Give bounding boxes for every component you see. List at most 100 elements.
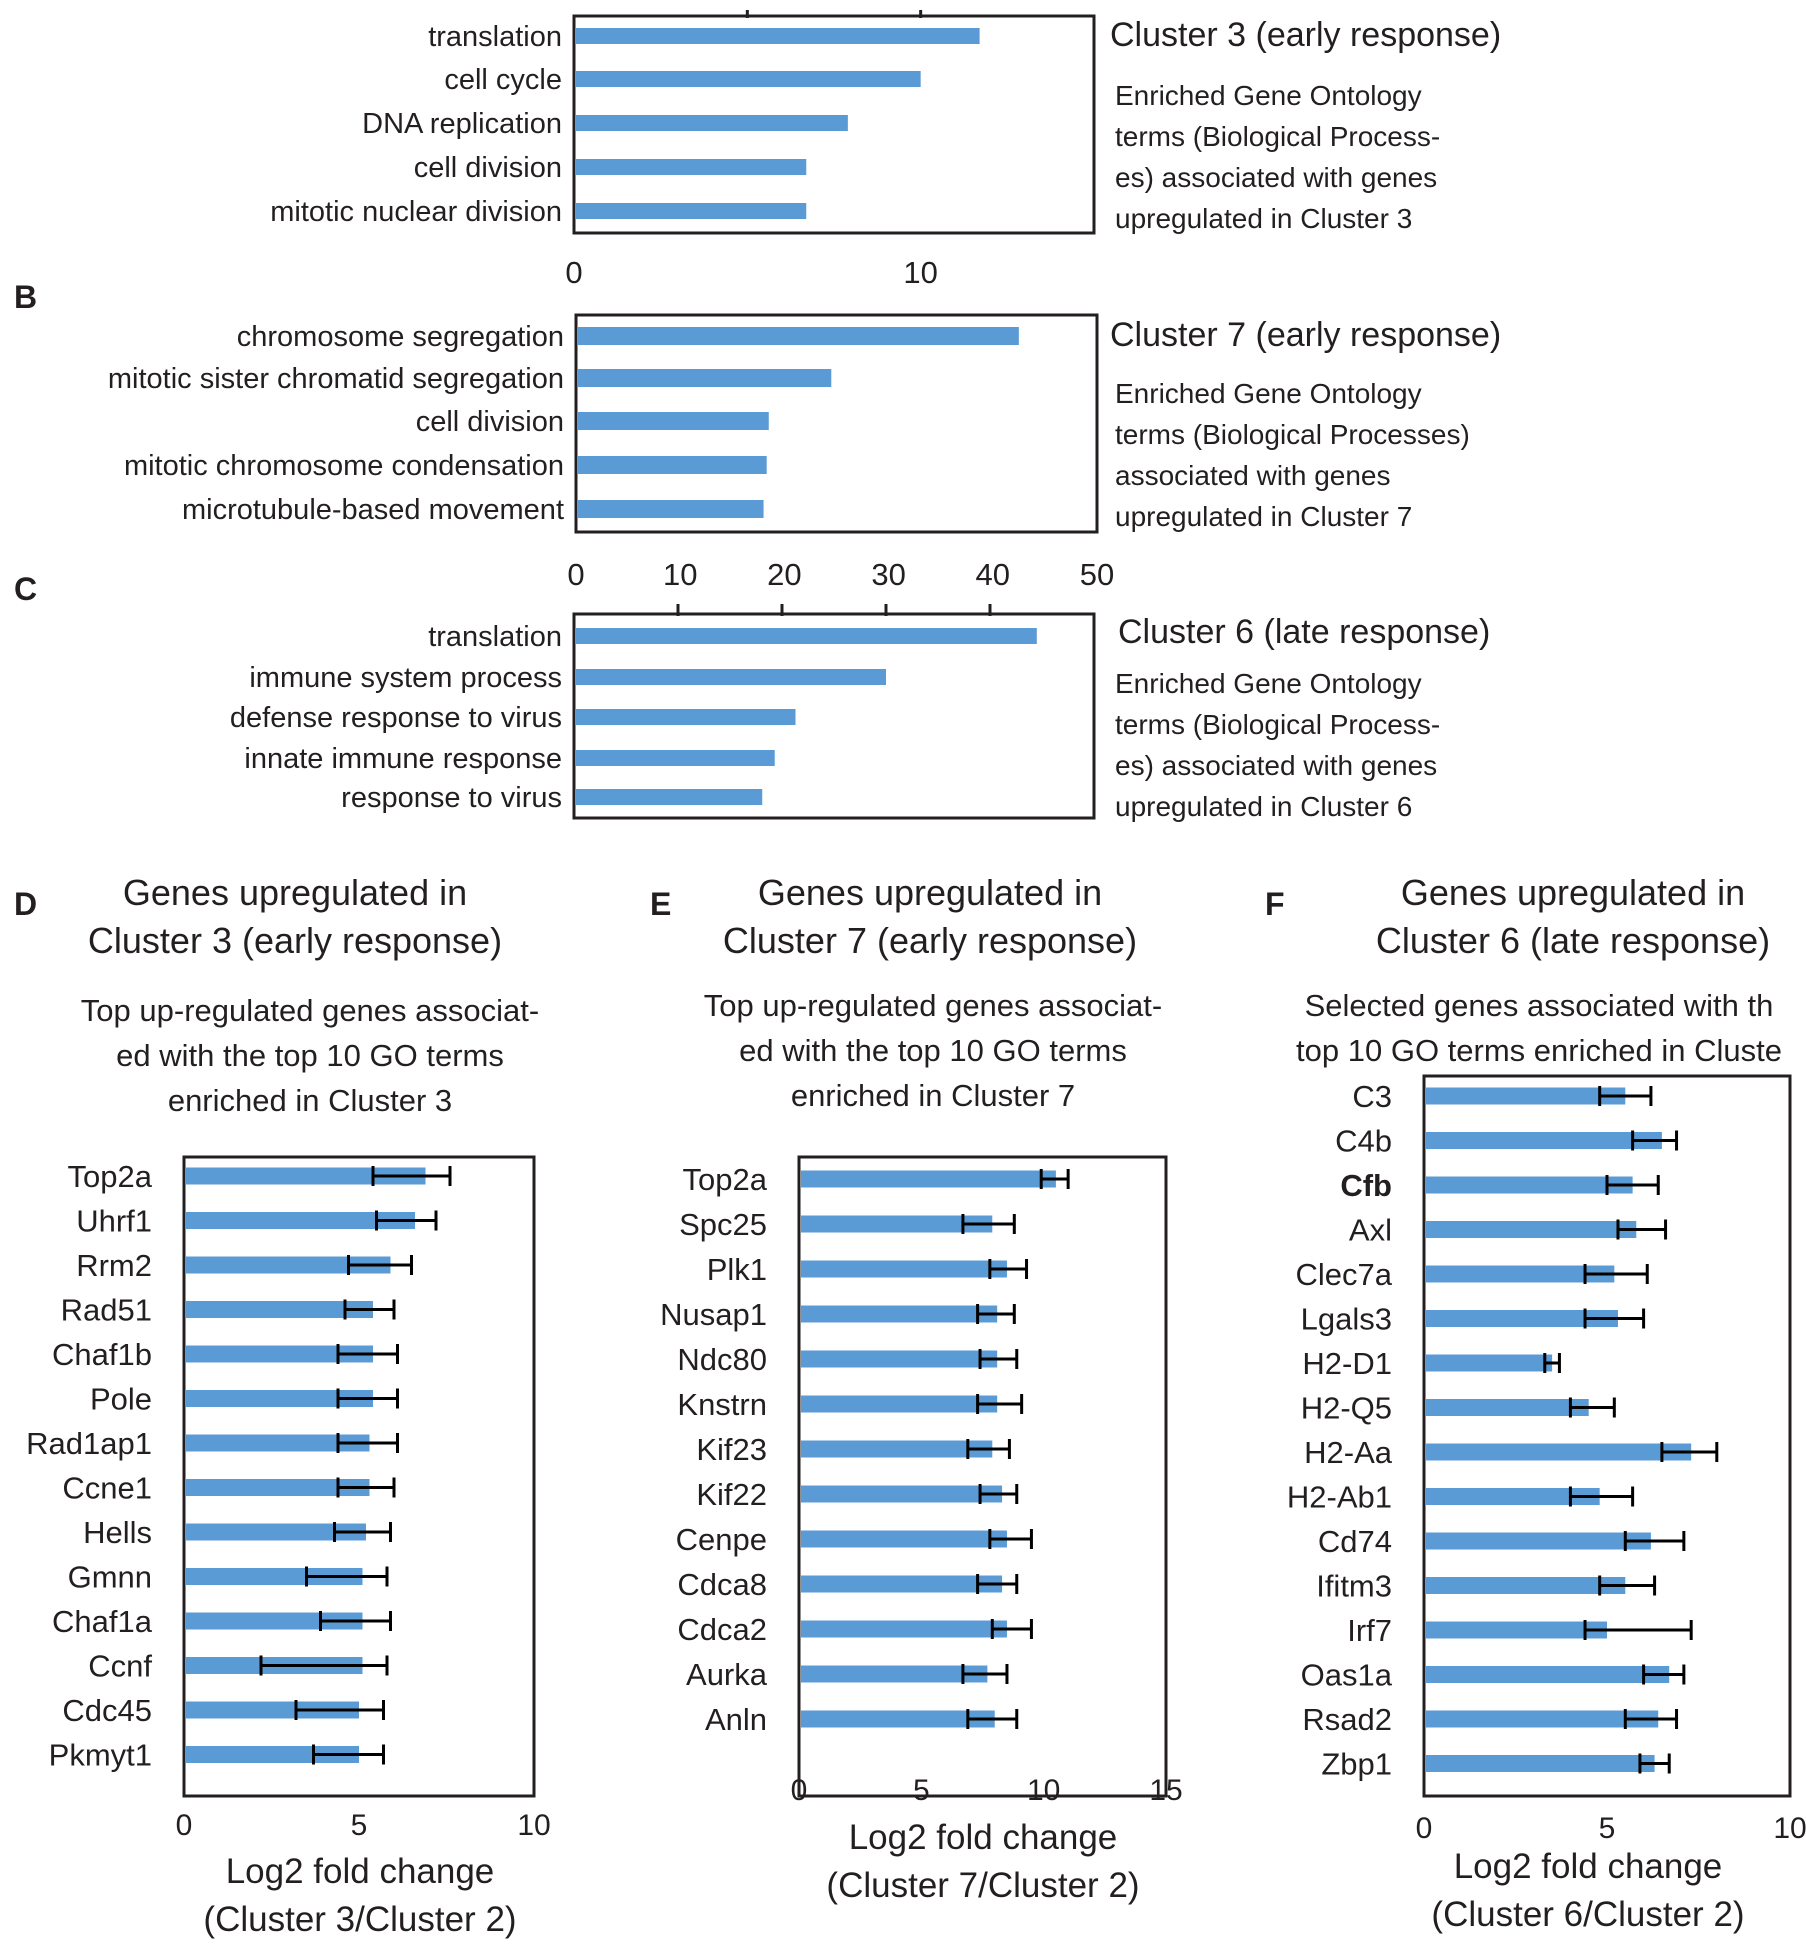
panel-d-category-label-13: Pkmyt1 <box>49 1738 152 1773</box>
panel-f-category-label-12: Irf7 <box>1347 1613 1392 1648</box>
panel-a-tick-label-1: 10 <box>903 255 937 290</box>
panel-e-bar-3 <box>801 1305 998 1323</box>
panel-e-category-label-9: Cdca8 <box>677 1567 767 1602</box>
panel-a-bar-2 <box>576 115 848 131</box>
panel-f-bar-11 <box>1426 1577 1626 1594</box>
panel-e-tick-label-1: 5 <box>913 1774 930 1807</box>
panel-f-bar-15 <box>1426 1755 1655 1772</box>
panel-e-bar-1 <box>801 1215 993 1233</box>
panel-e-title-line-1: Cluster 7 (early response) <box>723 920 1137 961</box>
panel-d-category-label-10: Chaf1a <box>52 1604 153 1639</box>
panel-c-bar-4 <box>576 789 763 805</box>
panel-e-bar-9 <box>801 1575 1003 1593</box>
panel-b-title: Cluster 7 (early response) <box>1110 316 1501 354</box>
panel-f-bar-8 <box>1426 1443 1692 1461</box>
panel-label-f: F <box>1265 886 1285 922</box>
panel-e-category-label-5: Knstrn <box>677 1387 767 1422</box>
panel-f-bar-3 <box>1426 1221 1637 1238</box>
panel-c-description-line-3: upregulated in Cluster 6 <box>1115 791 1412 822</box>
panel-e-tick-label-0: 0 <box>791 1774 808 1807</box>
panel-a-category-label-1: cell cycle <box>444 64 562 96</box>
panel-f-category-label-10: Cd74 <box>1318 1524 1392 1559</box>
panel-e-category-label-3: Nusap1 <box>660 1297 767 1332</box>
panel-e-category-label-4: Ndc80 <box>677 1342 767 1377</box>
panel-a-category-label-4: mitotic nuclear division <box>270 196 562 228</box>
panel-e-subtitle-line-2: enriched in Cluster 7 <box>791 1078 1075 1113</box>
panel-e-tick-label-3: 15 <box>1149 1774 1182 1807</box>
panel-b-tick-label-4: 40 <box>976 557 1010 592</box>
panel-a-bar-1 <box>576 71 921 87</box>
panel-b-tick-label-1: 10 <box>663 557 697 592</box>
panel-d-bar-13 <box>186 1746 359 1763</box>
panel-a-description-line-0: Enriched Gene Ontology <box>1115 80 1422 111</box>
panel-d-category-label-11: Ccnf <box>88 1649 152 1684</box>
panel-a-category-label-0: translation <box>428 21 562 53</box>
panel-d-bar-9 <box>186 1568 363 1585</box>
panel-e-bar-7 <box>801 1485 1003 1503</box>
panel-c-title: Cluster 6 (late response) <box>1118 613 1490 651</box>
panel-f-bar-0 <box>1426 1087 1626 1105</box>
panel-d-xlabel-line-1: (Cluster 3/Cluster 2) <box>203 1900 516 1939</box>
panel-c-bar-2 <box>576 709 796 725</box>
panel-b-tick-label-3: 30 <box>871 557 905 592</box>
panel-f-category-label-5: Lgals3 <box>1301 1302 1392 1337</box>
panel-a-description-line-3: upregulated in Cluster 3 <box>1115 203 1412 234</box>
panel-f-category-label-7: H2-Q5 <box>1301 1391 1392 1426</box>
panel-e-bar-5 <box>801 1395 998 1413</box>
panel-d-category-label-4: Chaf1b <box>52 1337 152 1372</box>
panel-f-category-label-4: Clec7a <box>1296 1257 1393 1292</box>
panel-a-bar-4 <box>576 203 807 219</box>
panel-label-c: C <box>14 571 37 607</box>
panel-a-bar-0 <box>576 28 980 44</box>
panel-e-category-label-2: Plk1 <box>707 1252 767 1287</box>
panel-f-bar-7 <box>1426 1399 1589 1416</box>
panel-d-subtitle-line-0: Top up-regulated genes associat- <box>81 993 539 1028</box>
panel-label-d: D <box>14 886 37 922</box>
panel-e-subtitle-line-0: Top up-regulated genes associat- <box>704 988 1162 1023</box>
panel-c-category-label-1: immune system process <box>249 662 562 694</box>
panel-c-description-line-2: es) associated with genes <box>1115 750 1437 781</box>
panel-d-subtitle-line-2: enriched in Cluster 3 <box>168 1083 452 1118</box>
panel-d-category-label-12: Cdc45 <box>62 1693 152 1728</box>
panel-a-bar-3 <box>576 159 807 175</box>
panel-b-category-label-3: mitotic chromosome condensation <box>124 450 564 482</box>
panel-d-bar-0 <box>186 1167 426 1185</box>
panel-d-bar-3 <box>186 1301 373 1318</box>
panel-c-category-label-4: response to virus <box>341 782 562 814</box>
panel-f-xlabel-line-1: (Cluster 6/Cluster 2) <box>1431 1895 1744 1934</box>
panel-b-bar-3 <box>578 456 767 474</box>
panel-f-tick-label-1: 5 <box>1599 1812 1616 1845</box>
panel-e-tick-label-2: 10 <box>1027 1774 1060 1807</box>
panel-a-description-line-2: es) associated with genes <box>1115 162 1437 193</box>
panel-f-category-label-0: C3 <box>1352 1079 1392 1114</box>
panel-d-bar-6 <box>186 1434 370 1452</box>
panel-b-category-label-0: chromosome segregation <box>237 321 564 353</box>
panel-e-bar-0 <box>801 1170 1056 1188</box>
panel-f-category-label-11: Ifitm3 <box>1316 1569 1392 1604</box>
panel-d-subtitle-line-1: ed with the top 10 GO terms <box>116 1038 504 1073</box>
panel-e-title-line-0: Genes upregulated in <box>758 872 1102 913</box>
panel-d-bar-1 <box>186 1212 415 1229</box>
panel-c-bar-0 <box>576 628 1037 644</box>
panel-b-bar-0 <box>578 327 1019 345</box>
panel-b-category-label-4: microtubule-based movement <box>182 494 564 526</box>
panel-d-category-label-1: Uhrf1 <box>76 1204 152 1239</box>
panel-d-category-label-9: Gmnn <box>68 1560 152 1595</box>
panel-d-category-label-7: Ccne1 <box>62 1471 152 1506</box>
panel-d-category-label-6: Rad1ap1 <box>26 1426 152 1461</box>
panel-f-subtitle-line-0: Selected genes associated with th <box>1305 988 1774 1023</box>
panel-f-xlabel-line-0: Log2 fold change <box>1454 1847 1723 1886</box>
panel-d-bar-12 <box>186 1701 359 1719</box>
panel-e-bar-2 <box>801 1260 1007 1278</box>
panel-d-tick-label-1: 5 <box>351 1809 368 1842</box>
panel-f-category-label-6: H2-D1 <box>1302 1346 1392 1381</box>
panel-d-plot-frame <box>182 1155 536 1798</box>
panel-e-category-label-8: Cenpe <box>676 1522 767 1557</box>
panel-c-category-label-0: translation <box>428 621 562 653</box>
panel-f-category-label-15: Zbp1 <box>1321 1747 1392 1782</box>
panel-f-bar-1 <box>1426 1132 1662 1149</box>
panel-d-bar-7 <box>186 1479 370 1496</box>
panel-f-bar-12 <box>1426 1621 1607 1639</box>
panel-b-plot-frame <box>574 313 1099 534</box>
